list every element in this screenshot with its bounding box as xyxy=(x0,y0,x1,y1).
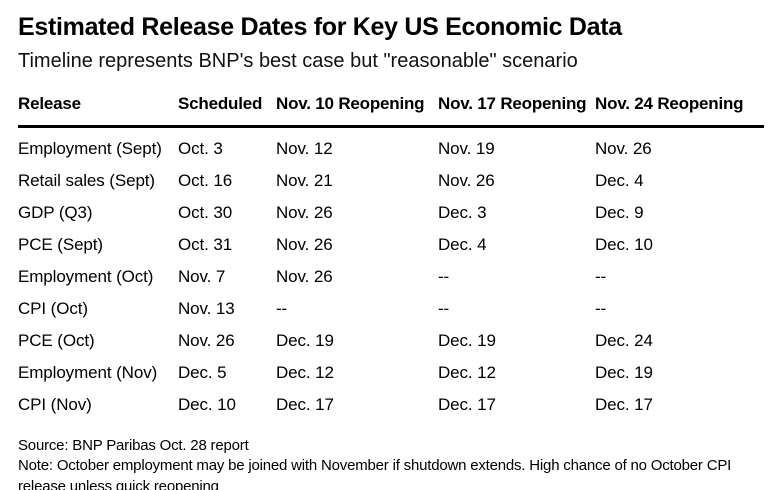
nov17-cell: Dec. 3 xyxy=(438,202,487,222)
nov17-cell: Nov. 19 xyxy=(438,138,495,158)
table-row: Employment (Sept) Oct. 3 Nov. 12 Nov. 19… xyxy=(18,126,764,165)
table-row: Employment (Nov) Dec. 5 Dec. 12 Dec. 12 … xyxy=(18,357,764,389)
release-cell: PCE (Sept) xyxy=(18,234,103,254)
release-cell: Employment (Oct) xyxy=(18,266,154,286)
col-header-scheduled: Scheduled xyxy=(178,93,276,128)
release-cell: CPI (Nov) xyxy=(18,394,92,414)
nov24-cell: Nov. 26 xyxy=(595,138,652,158)
nov10-cell: Nov. 12 xyxy=(276,138,333,158)
nov10-cell: Nov. 26 xyxy=(276,266,333,286)
nov24-cell: Dec. 4 xyxy=(595,170,644,190)
release-dates-table: Release Scheduled Nov. 10 Reopening Nov.… xyxy=(18,93,764,421)
col-header-release: Release xyxy=(18,93,178,128)
table-row: CPI (Oct) Nov. 13 -- -- -- xyxy=(18,293,764,325)
scheduled-cell: Oct. 30 xyxy=(178,202,233,222)
scheduled-cell: Dec. 10 xyxy=(178,394,236,414)
table-row: Employment (Oct) Nov. 7 Nov. 26 -- -- xyxy=(18,261,764,293)
nov10-cell: Nov. 26 xyxy=(276,202,333,222)
nov17-cell: Dec. 4 xyxy=(438,234,487,254)
nov17-cell: Dec. 12 xyxy=(438,362,496,382)
scheduled-cell: Oct. 16 xyxy=(178,170,233,190)
nov24-cell: Dec. 24 xyxy=(595,330,653,350)
table-row: CPI (Nov) Dec. 10 Dec. 17 Dec. 17 Dec. 1… xyxy=(18,389,764,421)
nov24-cell: -- xyxy=(595,298,607,318)
page-title: Estimated Release Dates for Key US Econo… xyxy=(18,13,622,41)
release-cell: Retail sales (Sept) xyxy=(18,170,155,190)
release-cell: GDP (Q3) xyxy=(18,202,93,222)
release-cell: Employment (Nov) xyxy=(18,362,158,382)
col-header-nov17: Nov. 17 Reopening xyxy=(438,93,595,128)
table-row: Retail sales (Sept) Oct. 16 Nov. 21 Nov.… xyxy=(18,165,764,197)
release-cell: Employment (Sept) xyxy=(18,138,162,158)
nov24-cell: Dec. 17 xyxy=(595,394,653,414)
nov17-cell: -- xyxy=(438,298,450,318)
col-header-nov24: Nov. 24 Reopening xyxy=(595,93,764,128)
release-cell: PCE (Oct) xyxy=(18,330,95,350)
nov17-cell: Nov. 26 xyxy=(438,170,495,190)
nov10-cell: Dec. 19 xyxy=(276,330,334,350)
scheduled-cell: Nov. 7 xyxy=(178,266,226,286)
nov24-cell: Dec. 19 xyxy=(595,362,653,382)
footer: Source: BNP Paribas Oct. 28 report Note:… xyxy=(18,436,766,490)
nov10-cell: -- xyxy=(276,298,288,318)
nov24-cell: -- xyxy=(595,266,607,286)
col-header-nov10: Nov. 10 Reopening xyxy=(276,93,438,128)
scheduled-cell: Dec. 5 xyxy=(178,362,227,382)
nov24-cell: Dec. 10 xyxy=(595,234,653,254)
scheduled-cell: Oct. 3 xyxy=(178,138,223,158)
nov10-cell: Nov. 21 xyxy=(276,170,333,190)
nov17-cell: -- xyxy=(438,266,450,286)
nov17-cell: Dec. 17 xyxy=(438,394,496,414)
release-cell: CPI (Oct) xyxy=(18,298,88,318)
table-row: PCE (Oct) Nov. 26 Dec. 19 Dec. 19 Dec. 2… xyxy=(18,325,764,357)
table-header-row: Release Scheduled Nov. 10 Reopening Nov.… xyxy=(18,93,764,128)
page-subtitle: Timeline represents BNP's best case but … xyxy=(18,49,578,72)
nov24-cell: Dec. 9 xyxy=(595,202,644,222)
table-row: PCE (Sept) Oct. 31 Nov. 26 Dec. 4 Dec. 1… xyxy=(18,229,764,261)
nov10-cell: Dec. 12 xyxy=(276,362,334,382)
nov10-cell: Dec. 17 xyxy=(276,394,334,414)
scheduled-cell: Nov. 26 xyxy=(178,330,235,350)
nov10-cell: Nov. 26 xyxy=(276,234,333,254)
scheduled-cell: Oct. 31 xyxy=(178,234,233,254)
scheduled-cell: Nov. 13 xyxy=(178,298,235,318)
nov17-cell: Dec. 19 xyxy=(438,330,496,350)
note-line: Note: October employment may be joined w… xyxy=(18,457,732,490)
source-line: Source: BNP Paribas Oct. 28 report xyxy=(18,436,249,454)
table-row: GDP (Q3) Oct. 30 Nov. 26 Dec. 3 Dec. 9 xyxy=(18,197,764,229)
